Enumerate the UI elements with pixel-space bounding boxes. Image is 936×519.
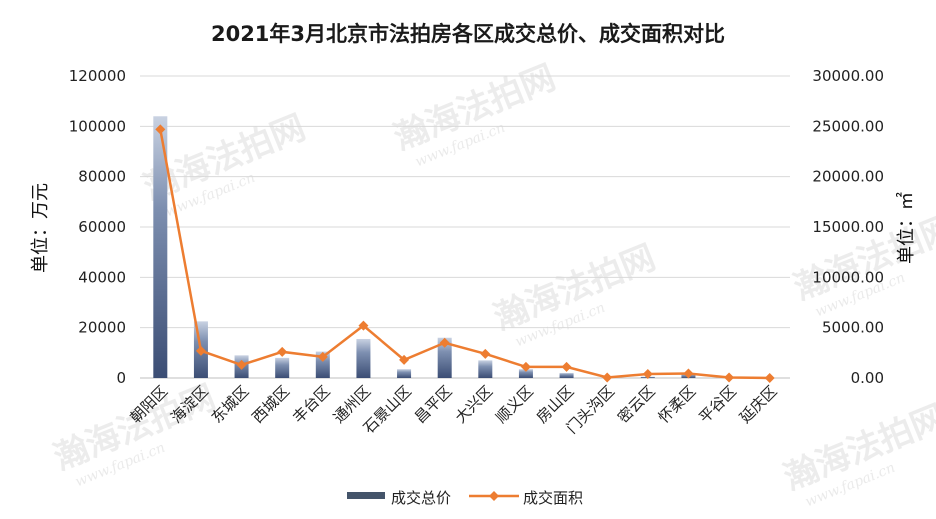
category-label: 昌平区 xyxy=(411,382,456,427)
point-通州区 xyxy=(358,320,369,331)
left-tick-label: 0 xyxy=(116,369,126,387)
legend-line-marker xyxy=(489,491,499,501)
legend: 成交总价 成交面积 xyxy=(347,489,583,507)
point-昌平区 xyxy=(439,337,450,348)
bar-西城区 xyxy=(275,357,290,378)
bar-通州区 xyxy=(356,338,371,378)
category-label: 顺义区 xyxy=(492,382,537,427)
point-海淀区 xyxy=(195,345,206,356)
legend-bar-swatch xyxy=(347,492,385,499)
line-series xyxy=(155,124,775,383)
left-tick-label: 40000 xyxy=(78,268,126,286)
point-平谷区 xyxy=(724,372,735,383)
right-tick-label: 25000.00 xyxy=(812,117,884,135)
right-tick-label: 5000.00 xyxy=(822,319,884,337)
bar-顺义区 xyxy=(518,369,533,378)
bar-大兴区 xyxy=(478,360,493,378)
bar-朝阳区 xyxy=(153,116,168,379)
left-tick-label: 60000 xyxy=(78,218,126,236)
bar-昌平区 xyxy=(437,337,452,378)
point-密云区 xyxy=(642,368,653,379)
right-tick-label: 0.00 xyxy=(851,369,884,387)
right-axis-title: 单位：㎡ xyxy=(895,192,917,264)
category-labels: 朝阳区海淀区东城区西城区丰台区通州区石景山区昌平区大兴区顺义区房山区门头沟区密云… xyxy=(127,382,781,437)
left-tick-label: 120000 xyxy=(69,67,126,85)
left-axis-title: 单位：万元 xyxy=(30,183,51,273)
bar-series xyxy=(153,116,696,379)
watermark-layer: 瀚海法拍网www.fapai.cn瀚海法拍网www.fapai.cn瀚海法拍网w… xyxy=(48,58,936,511)
right-tick-label: 20000.00 xyxy=(812,168,884,186)
right-tick-label: 10000.00 xyxy=(812,268,884,286)
area-line xyxy=(159,129,770,380)
left-tick-label: 20000 xyxy=(78,319,126,337)
category-label: 怀柔区 xyxy=(655,382,700,427)
category-label: 西城区 xyxy=(248,382,293,427)
chart-title: 2021年3月北京市法拍房各区成交总价、成交面积对比 xyxy=(210,22,726,46)
bar-房山区 xyxy=(559,372,574,378)
right-axis-ticks: 0.00 5000.00 10000.00 15000.00 20000.00 25000… xyxy=(812,67,884,387)
right-tick-label: 30000.00 xyxy=(812,67,884,85)
point-朝阳区 xyxy=(155,124,166,135)
category-label: 大兴区 xyxy=(452,382,497,427)
right-tick-label: 15000.00 xyxy=(812,218,884,236)
legend-line-label: 成交面积 xyxy=(523,489,583,507)
point-顺义区 xyxy=(520,361,531,372)
left-tick-label: 100000 xyxy=(69,117,126,135)
point-石景山区 xyxy=(399,354,410,365)
point-大兴区 xyxy=(480,348,491,359)
bar-石景山区 xyxy=(397,369,412,378)
legend-bar-label: 成交总价 xyxy=(391,489,451,507)
category-label: 丰台区 xyxy=(289,382,334,427)
category-label: 密云区 xyxy=(614,382,659,427)
point-延庆区 xyxy=(764,373,775,383)
left-axis-ticks: 0 20000 40000 60000 80000 100000 120000 xyxy=(69,67,126,387)
category-label: 延庆区 xyxy=(736,382,781,427)
point-西城区 xyxy=(277,346,288,357)
left-tick-label: 80000 xyxy=(78,168,126,186)
point-东城区 xyxy=(236,359,247,370)
point-房山区 xyxy=(561,361,572,372)
point-门头沟区 xyxy=(602,372,613,383)
point-丰台区 xyxy=(317,351,328,362)
point-怀柔区 xyxy=(683,368,694,379)
category-label: 平谷区 xyxy=(695,382,740,427)
